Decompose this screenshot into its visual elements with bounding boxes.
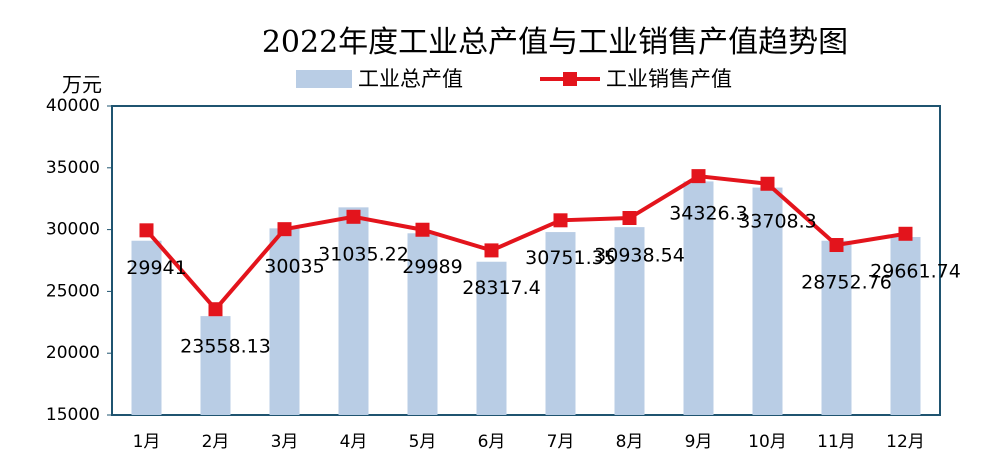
data-label: 29661.74 [870, 260, 961, 282]
x-tick-label: 10月 [748, 432, 787, 452]
bar [338, 207, 369, 415]
y-tick-label: 40000 [46, 96, 100, 116]
data-label: 23558.13 [180, 336, 271, 358]
x-tick-label: 11月 [817, 432, 856, 452]
marker [898, 226, 913, 241]
x-tick-label: 6月 [478, 432, 506, 452]
x-tick-label: 2月 [202, 432, 230, 452]
data-label: 29941 [126, 257, 186, 279]
y-axis-label: 万元 [62, 73, 102, 97]
data-label: 28317.4 [462, 277, 541, 299]
marker [829, 238, 844, 253]
chart-title: 2022年度工业总产值与工业销售产值趋势图 [262, 25, 848, 60]
marker [139, 223, 154, 238]
legend-swatch [563, 72, 577, 86]
data-label: 33708.3 [738, 210, 817, 232]
x-tick-label: 9月 [685, 432, 713, 452]
x-tick-label: 8月 [616, 432, 644, 452]
marker [760, 176, 775, 191]
x-tick-label: 5月 [409, 432, 437, 452]
y-tick-label: 25000 [46, 281, 100, 301]
x-tick-label: 3月 [271, 432, 299, 452]
data-label: 34326.3 [669, 203, 748, 225]
bar [476, 261, 507, 415]
bar [407, 233, 438, 415]
x-tick-label: 4月 [340, 432, 368, 452]
plot-frame [111, 105, 941, 416]
bar [131, 240, 162, 415]
x-tick-label: 7月 [547, 432, 575, 452]
y-tick-label: 20000 [46, 343, 100, 363]
line [144, 174, 906, 313]
y-tick-label: 30000 [46, 220, 100, 240]
marker [277, 222, 292, 237]
bar [200, 316, 231, 415]
data-label: 30938.54 [594, 244, 685, 266]
y-tick-label: 35000 [46, 158, 100, 178]
data-label: 30035 [264, 256, 324, 278]
marker [622, 210, 637, 225]
bar [752, 187, 783, 415]
bar [614, 227, 645, 415]
bar [683, 181, 714, 415]
x-tick-label: 1月 [133, 432, 161, 452]
marker [346, 209, 361, 224]
x-tick-label: 12月 [886, 432, 925, 452]
data-label: 28752.76 [801, 272, 892, 294]
data-label: 29989 [402, 256, 462, 278]
marker [484, 243, 499, 258]
bar [269, 228, 300, 415]
legend-label: 工业总产值 [358, 67, 463, 91]
marker [691, 169, 706, 184]
bar [890, 237, 921, 415]
marker [553, 213, 568, 228]
y-tick-label: 15000 [46, 405, 100, 425]
bar [545, 232, 576, 415]
bar [821, 240, 852, 415]
legend-label: 工业销售产值 [606, 67, 732, 91]
legend-swatch [296, 70, 352, 88]
data-label: 31035.22 [318, 243, 409, 265]
marker [415, 222, 430, 237]
data-label: 30751.35 [525, 247, 616, 269]
marker [208, 302, 223, 317]
